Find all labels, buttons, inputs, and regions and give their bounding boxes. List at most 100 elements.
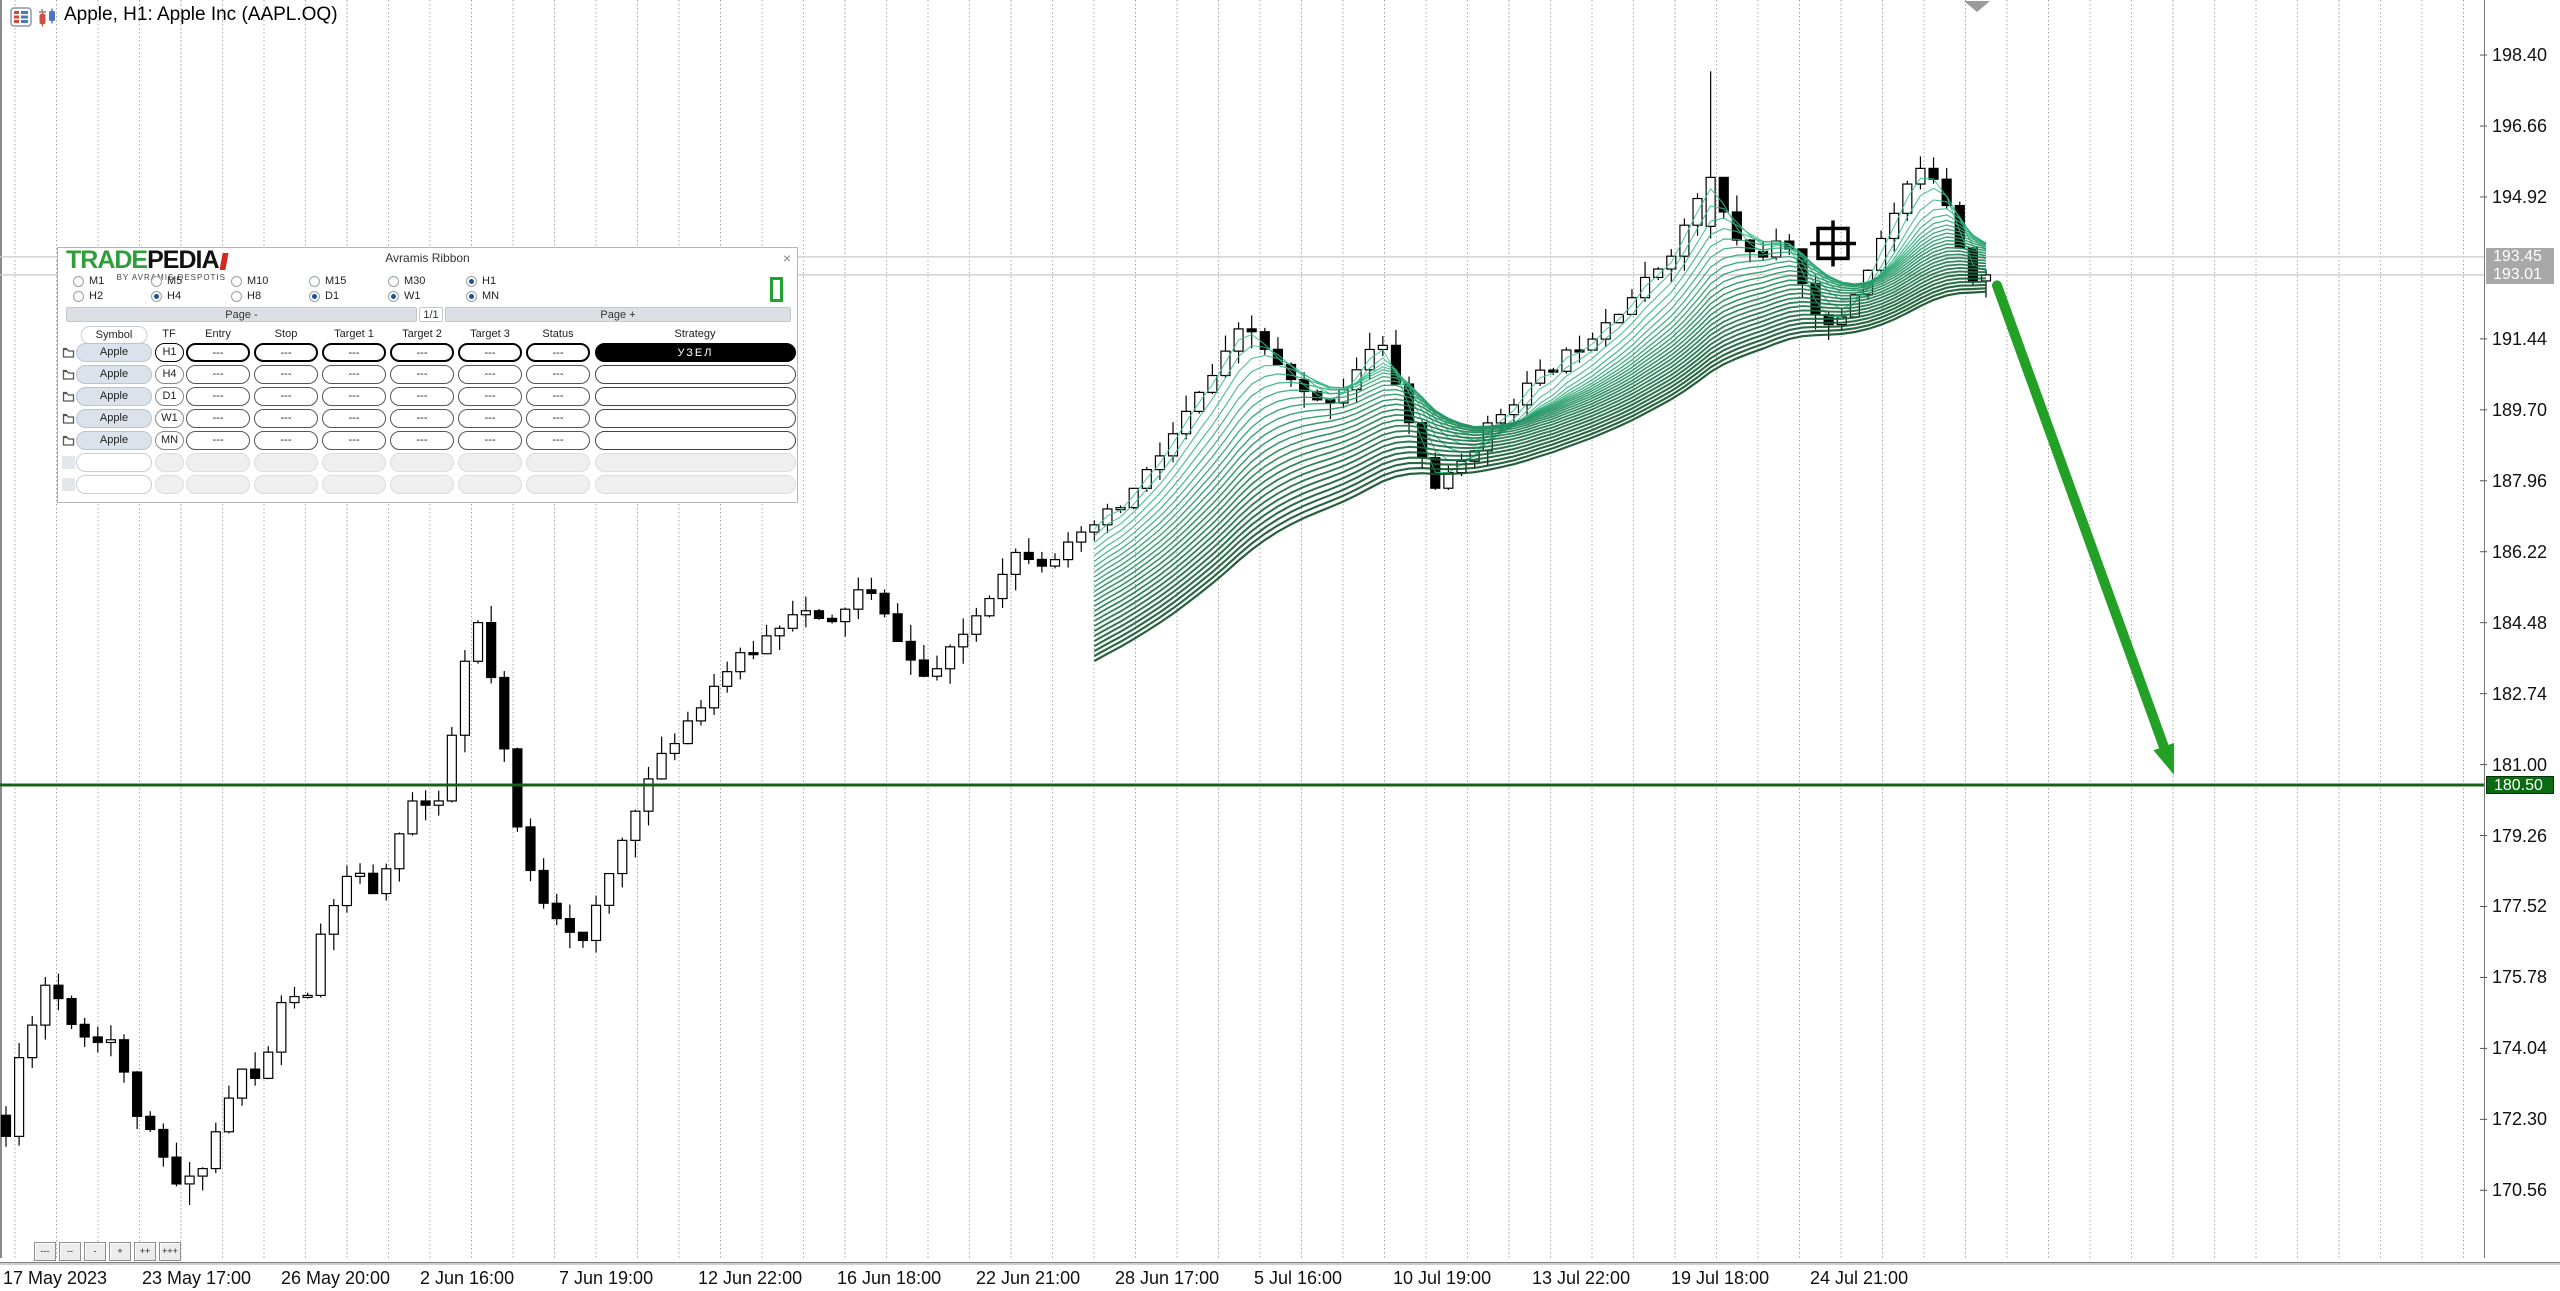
folder-icon[interactable] [62,434,75,447]
radio-icon [73,290,84,302]
candle-body [1941,178,1952,207]
table-cell-value[interactable]: --- [526,387,590,406]
candle-body [315,933,326,996]
table-cell-strategy[interactable]: УЗЕЛ [595,343,796,362]
table-cell-symbol[interactable]: Apple [76,431,152,450]
sell-arrow-head[interactable] [2153,742,2175,775]
avramis-ribbon-line [1093,219,1987,562]
table-cell-strategy[interactable] [595,409,796,428]
timeframe-radio-mn[interactable]: MN [466,290,499,302]
candle-body [1063,541,1074,561]
table-cell-tf[interactable]: MN [155,431,184,450]
candle-body [223,1097,235,1133]
table-cell-value[interactable]: --- [526,365,590,384]
table-cell-symbol[interactable]: Apple [76,409,152,428]
timeframe-radio-h4[interactable]: H4 [151,290,181,302]
folder-icon[interactable] [62,368,75,381]
table-cell-value[interactable]: --- [322,387,386,406]
chart-zoom-button[interactable]: - [84,1242,106,1261]
table-cell-value[interactable]: --- [186,431,250,450]
table-cell-symbol[interactable]: Apple [76,387,152,406]
candle-body [210,1131,221,1170]
table-cell-symbol[interactable]: Apple [76,365,152,384]
table-cell-symbol[interactable]: Apple [76,343,152,362]
table-cell-tf[interactable]: H4 [155,365,184,384]
page-prev-button[interactable]: Page - [66,307,417,322]
table-cell-tf[interactable]: W1 [155,409,184,428]
table-cell-value[interactable]: --- [458,409,522,428]
tradepedia-logo-subtitle: BY AVRAMIS DESPOTIS [116,273,226,282]
folder-icon[interactable] [62,390,75,403]
folder-icon-placeholder [62,456,75,469]
timeframe-radio-d1[interactable]: D1 [309,290,339,302]
timeframe-radio-m5[interactable]: M5 [151,275,182,287]
table-cell-value[interactable]: --- [458,387,522,406]
table-cell-value[interactable]: --- [458,431,522,450]
chart-zoom-button[interactable]: +++ [159,1242,181,1261]
timeframe-radio-m10[interactable]: M10 [231,275,268,287]
table-cell-strategy[interactable] [595,387,796,406]
close-icon[interactable]: × [782,250,791,266]
table-cell-value[interactable]: --- [322,431,386,450]
table-cell-value[interactable]: --- [390,431,454,450]
table-cell-value[interactable]: --- [526,409,590,428]
table-cell-value[interactable]: --- [322,343,386,362]
table-cell-value[interactable]: --- [458,365,522,384]
table-cell-tf[interactable]: D1 [155,387,184,406]
folder-icon[interactable] [62,412,75,425]
timeframe-radio-h2[interactable]: H2 [73,290,103,302]
timeframe-label: H4 [167,290,182,302]
table-cell-value[interactable]: --- [254,431,318,450]
timeframe-radio-w1[interactable]: W1 [388,290,421,302]
candle-body [0,1114,12,1137]
page-next-button[interactable]: Page + [445,307,791,322]
table-cell-value[interactable]: --- [254,343,318,362]
folder-icon[interactable] [62,346,75,359]
chart-zoom-button[interactable]: --- [34,1242,56,1261]
timeframe-radio-m1[interactable]: M1 [73,275,104,287]
bid-price-box: 193.01 [2486,265,2554,284]
market-watch-icon[interactable] [10,6,32,28]
table-cell-value[interactable]: --- [390,343,454,362]
table-cell-value[interactable]: --- [526,343,590,362]
timeframe-radio-m15[interactable]: M15 [309,275,346,287]
table-cell-value[interactable]: --- [186,365,250,384]
table-cell-value[interactable]: --- [186,387,250,406]
chart-zoom-button[interactable]: ++ [134,1242,156,1261]
timeframe-radio-h8[interactable]: H8 [231,290,261,302]
chart-canvas[interactable] [0,0,2560,1258]
table-cell-tf[interactable]: H1 [155,343,184,362]
radio-icon [73,275,84,287]
table-cell-strategy[interactable] [595,431,796,450]
new-chart-icon[interactable] [36,6,58,28]
timeframe-radio-h1[interactable]: H1 [466,275,496,287]
time-axis-label: 13 Jul 22:00 [1532,1268,1631,1288]
table-cell-value[interactable]: --- [390,387,454,406]
table-cell-value[interactable]: --- [390,409,454,428]
table-cell-value-empty [458,453,522,472]
table-cell-value[interactable]: --- [254,409,318,428]
table-cell-value[interactable]: --- [526,431,590,450]
timeframe-radio-m30[interactable]: M30 [388,275,425,287]
table-cell-strategy[interactable] [595,365,796,384]
avramis-ribbon-line [1093,236,1987,583]
radio-icon [309,275,320,287]
timeframe-label: M15 [325,275,347,287]
avramis-ribbon-line [1093,256,1987,612]
table-cell-value[interactable]: --- [458,343,522,362]
table-cell-value[interactable]: --- [322,365,386,384]
radio-icon [388,275,399,287]
candle-body [276,1001,287,1053]
table-cell-value[interactable]: --- [254,387,318,406]
chart-zoom-button[interactable]: -- [59,1242,81,1261]
table-cell-value[interactable]: --- [254,365,318,384]
table-cell-value[interactable]: --- [390,365,454,384]
chart-zoom-button[interactable]: + [109,1242,131,1261]
table-cell-value[interactable]: --- [322,409,386,428]
table-cell-value[interactable]: --- [186,343,250,362]
timeframe-label: M1 [89,275,105,287]
table-cell-value[interactable]: --- [186,409,250,428]
table-cell-value-empty [390,453,454,472]
chart-shift-marker[interactable] [1964,1,1990,12]
sell-arrow-shaft[interactable] [1992,280,2169,752]
